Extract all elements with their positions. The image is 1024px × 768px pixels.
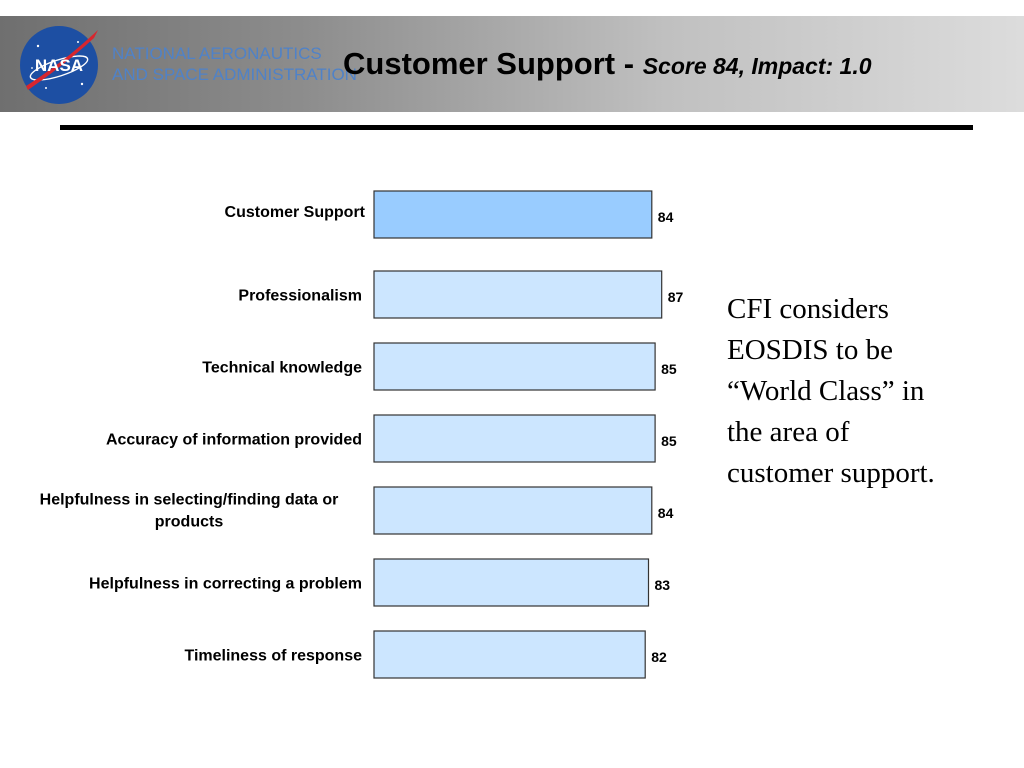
header-band [0,0,1024,112]
value-label-3: 85 [661,433,677,449]
category-label-5: Helpfulness in correcting a problem [89,576,362,593]
value-label-6: 82 [651,649,667,665]
nasa-logo: NASA [20,26,98,104]
category-label-1: Professionalism [238,288,362,305]
logo-text: NASA [35,56,83,75]
agency-line-1: NATIONAL AERONAUTICS [112,44,322,63]
category-label-3: Accuracy of information provided [106,432,362,449]
bar-4 [373,486,653,535]
value-label-1: 87 [668,289,684,305]
bar-5 [373,558,650,607]
bar-3 [373,414,656,463]
note-line-4: the area of [727,416,850,448]
note-line-3: “World Class” in [727,375,925,407]
category-label-6: Timeliness of response [184,648,362,665]
value-label-2: 85 [661,361,677,377]
bar-1 [373,270,663,319]
agency-line-2: AND SPACE ADMINISTRATION [112,65,357,84]
category-label-4-line-1: products [155,514,224,531]
category-label-2: Technical knowledge [202,360,362,377]
note-line-1: CFI considers [727,293,889,325]
bar-6 [373,630,646,679]
note-text: CFI considers EOSDIS to be “World Class”… [727,289,997,494]
title-separator: - [615,46,643,81]
page-title: Customer Support - Score 84, Impact: 1.0 [343,46,872,82]
category-label-0: Customer Support [225,204,366,221]
title-rule [60,125,973,130]
title-main: Customer Support [343,46,616,81]
category-label-4: Helpfulness in selecting/finding data or… [40,492,339,531]
value-label-4: 84 [658,505,674,521]
value-label-0: 84 [658,209,674,225]
agency-name: NATIONAL AERONAUTICS AND SPACE ADMINISTR… [112,43,357,85]
bar-2 [373,342,656,391]
note-line-2: EOSDIS to be [727,334,893,366]
category-label-4-line-0: Helpfulness in selecting/finding data or [40,492,339,509]
title-subtitle: Score 84, Impact: 1.0 [642,53,872,79]
value-label-5: 83 [655,577,671,593]
bar-0 [373,190,653,239]
note-line-5: customer support. [727,457,935,489]
